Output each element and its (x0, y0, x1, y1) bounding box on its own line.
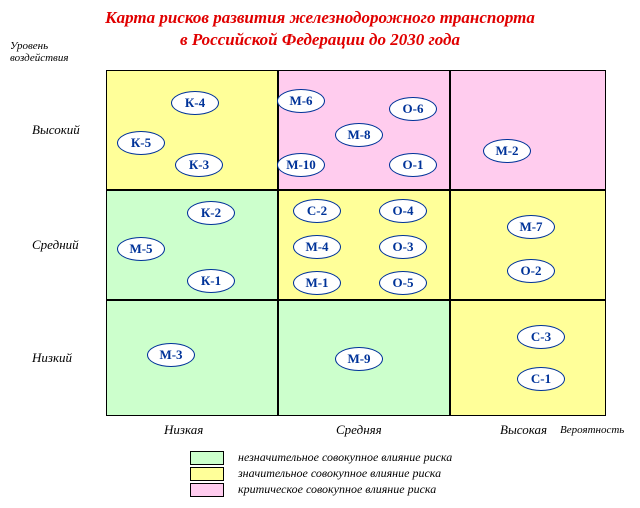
risk-node-О-4: О-4 (379, 199, 427, 223)
risk-node-К-3: К-3 (175, 153, 223, 177)
risk-node-К-4: К-4 (171, 91, 219, 115)
legend-text-0: незначительное совокупное влияние риска (238, 450, 452, 465)
page-title-line2: в Российской Федерации до 2030 года (0, 30, 640, 50)
risk-node-М-5: М-5 (117, 237, 165, 261)
legend-item-0: незначительное совокупное влияние риска (190, 450, 452, 465)
col-label-1: Средняя (336, 422, 382, 438)
legend-item-1: значительное совокупное влияние риска (190, 466, 441, 481)
risk-node-К-5: К-5 (117, 131, 165, 155)
risk-node-М-1: М-1 (293, 271, 341, 295)
risk-node-К-1: К-1 (187, 269, 235, 293)
risk-node-М-9: М-9 (335, 347, 383, 371)
risk-node-С-2: С-2 (293, 199, 341, 223)
legend-item-2: критическое совокупное влияние риска (190, 482, 436, 497)
grid-cell-r1-c2 (450, 190, 606, 300)
legend-text-1: значительное совокупное влияние риска (238, 466, 441, 481)
x-axis-label: Вероятность (560, 424, 624, 436)
risk-node-О-3: О-3 (379, 235, 427, 259)
legend-swatch-0 (190, 451, 224, 465)
row-label-0: Высокий (32, 122, 80, 138)
risk-node-М-7: М-7 (507, 215, 555, 239)
risk-node-М-8: М-8 (335, 123, 383, 147)
risk-node-М-6: М-6 (277, 89, 325, 113)
risk-node-О-2: О-2 (507, 259, 555, 283)
risk-node-О-1: О-1 (389, 153, 437, 177)
row-label-1: Средний (32, 237, 79, 253)
legend-swatch-2 (190, 483, 224, 497)
grid-cell-r2-c2 (450, 300, 606, 416)
y-axis-label: Уровень воздействия (10, 40, 68, 64)
col-label-0: Низкая (164, 422, 203, 438)
page-title-line1: Карта рисков развития железнодорожного т… (0, 8, 640, 28)
risk-node-М-4: М-4 (293, 235, 341, 259)
col-label-2: Высокая (500, 422, 547, 438)
risk-node-М-10: М-10 (277, 153, 325, 177)
legend-text-2: критическое совокупное влияние риска (238, 482, 436, 497)
risk-node-О-5: О-5 (379, 271, 427, 295)
grid-cell-r0-c2 (450, 70, 606, 190)
risk-node-С-3: С-3 (517, 325, 565, 349)
legend-swatch-1 (190, 467, 224, 481)
risk-node-О-6: О-6 (389, 97, 437, 121)
row-label-2: Низкий (32, 350, 72, 366)
risk-node-К-2: К-2 (187, 201, 235, 225)
risk-node-М-3: М-3 (147, 343, 195, 367)
risk-node-М-2: М-2 (483, 139, 531, 163)
risk-node-С-1: С-1 (517, 367, 565, 391)
